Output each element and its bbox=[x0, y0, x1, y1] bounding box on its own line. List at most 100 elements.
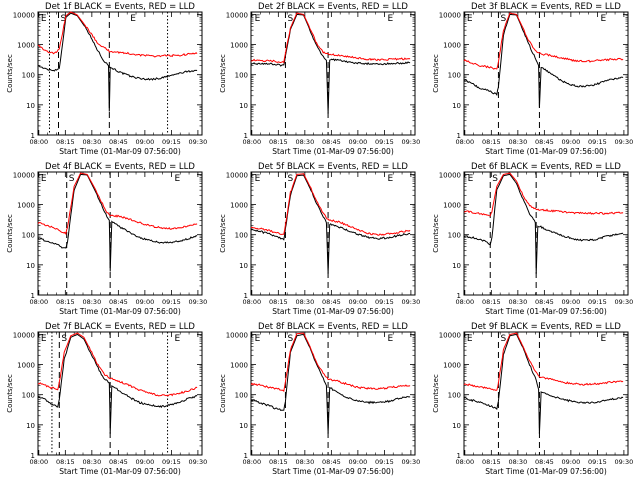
x-tick-label: 09:30 bbox=[615, 298, 634, 306]
x-axis-label: Start Time (01-Mar-09 07:56:00) bbox=[485, 467, 607, 476]
x-tick-label: 08:00 bbox=[29, 298, 48, 306]
x-tick-label: 08:30 bbox=[508, 298, 527, 306]
events-series-line bbox=[38, 333, 198, 434]
x-tick-label: 09:15 bbox=[162, 458, 181, 466]
x-tick-label: 09:00 bbox=[136, 298, 155, 306]
interval-marker-label: S bbox=[61, 14, 67, 24]
interval-marker-label: E bbox=[174, 334, 180, 344]
interval-marker-label: E bbox=[255, 174, 261, 184]
interval-marker-label: E bbox=[600, 174, 606, 184]
plot-frame bbox=[463, 331, 629, 456]
x-tick-label: 08:15 bbox=[482, 458, 501, 466]
y-tick-label: 100 bbox=[22, 392, 35, 400]
y-tick-label: 100 bbox=[22, 232, 35, 240]
x-tick-label: 08:30 bbox=[82, 138, 101, 146]
x-tick-label: 09:30 bbox=[615, 138, 634, 146]
x-tick-label: 09:00 bbox=[562, 458, 581, 466]
y-tick-label: 10000 bbox=[13, 331, 35, 339]
chart-panel: Det 9f BLACK = Events, RED = LLD 1 10 100 10… bbox=[432, 322, 633, 476]
x-tick-label: 08:15 bbox=[269, 458, 288, 466]
chart-panel: Det 4f BLACK = Events, RED = LLD 1 10 100 10… bbox=[6, 162, 207, 316]
x-tick-label: 08:00 bbox=[455, 298, 474, 306]
plot-frame bbox=[37, 11, 203, 136]
x-axis-label: Start Time (01-Mar-09 07:56:00) bbox=[59, 467, 181, 476]
chart-panel: Det 7f BLACK = Events, RED = LLD 1 10 100 10… bbox=[6, 322, 207, 476]
y-tick-label: 1 bbox=[244, 132, 248, 140]
x-tick-label: 09:15 bbox=[375, 298, 394, 306]
y-tick-label: 1 bbox=[457, 292, 461, 300]
x-tick-label: 08:45 bbox=[322, 138, 341, 146]
interval-marker-label: S bbox=[287, 174, 293, 184]
x-tick-label: 08:30 bbox=[295, 138, 314, 146]
x-tick-label: 08:45 bbox=[109, 138, 128, 146]
y-tick-label: 10000 bbox=[226, 11, 248, 19]
chart-title: Det 7f BLACK = Events, RED = LLD bbox=[45, 322, 195, 332]
y-tick-label: 10000 bbox=[226, 331, 248, 339]
x-tick-label: 09:00 bbox=[349, 458, 368, 466]
plot-frame bbox=[250, 11, 416, 136]
y-tick-label: 10 bbox=[452, 262, 461, 270]
x-tick-label: 09:15 bbox=[162, 298, 181, 306]
interval-marker-label: E bbox=[467, 334, 473, 344]
x-tick-label: 08:15 bbox=[56, 458, 75, 466]
x-tick-label: 08:45 bbox=[322, 298, 341, 306]
interval-marker-label: E bbox=[41, 14, 47, 24]
chart-title: Det 6f BLACK = Events, RED = LLD bbox=[471, 162, 621, 172]
y-tick-label: 100 bbox=[235, 232, 248, 240]
interval-marker-label: S bbox=[287, 14, 293, 24]
x-tick-label: 09:00 bbox=[136, 458, 155, 466]
x-tick-label: 08:00 bbox=[29, 458, 48, 466]
y-tick-label: 1000 bbox=[17, 362, 35, 370]
y-axis-label: Counts/sec bbox=[432, 54, 440, 93]
x-tick-label: 09:00 bbox=[349, 298, 368, 306]
y-tick-label: 10 bbox=[26, 102, 35, 110]
lld-series-line bbox=[37, 332, 198, 397]
x-tick-label: 09:15 bbox=[588, 458, 607, 466]
x-tick-label: 08:30 bbox=[82, 458, 101, 466]
x-tick-label: 09:30 bbox=[615, 458, 634, 466]
plot-frame bbox=[463, 11, 629, 136]
interval-marker-label: E bbox=[387, 334, 393, 344]
x-tick-label: 08:45 bbox=[535, 138, 554, 146]
y-tick-label: 10 bbox=[452, 102, 461, 110]
plot-frame bbox=[250, 331, 416, 456]
y-tick-label: 10 bbox=[239, 422, 248, 430]
events-series-line bbox=[37, 12, 198, 112]
events-series-line bbox=[463, 333, 624, 434]
lld-series-line bbox=[463, 12, 624, 70]
chart-title: Det 5f BLACK = Events, RED = LLD bbox=[258, 162, 408, 172]
x-tick-label: 08:15 bbox=[56, 138, 75, 146]
chart-panel: Det 1f BLACK = Events, RED = LLD 1 10 100 10… bbox=[6, 2, 207, 156]
y-tick-label: 100 bbox=[448, 72, 461, 80]
x-tick-label: 08:30 bbox=[295, 458, 314, 466]
x-axis-label: Start Time (01-Mar-09 07:56:00) bbox=[272, 467, 394, 476]
y-tick-label: 1 bbox=[244, 452, 248, 460]
y-tick-label: 100 bbox=[448, 392, 461, 400]
y-tick-label: 10000 bbox=[13, 171, 35, 179]
x-tick-label: 09:30 bbox=[189, 138, 208, 146]
y-tick-label: 1 bbox=[31, 452, 35, 460]
x-tick-label: 08:45 bbox=[109, 298, 128, 306]
y-tick-label: 1 bbox=[31, 292, 35, 300]
y-tick-label: 1000 bbox=[230, 42, 248, 50]
x-axis-label: Start Time (01-Mar-09 07:56:00) bbox=[59, 307, 181, 316]
y-tick-label: 1000 bbox=[17, 42, 35, 50]
plot-frame bbox=[37, 171, 203, 296]
x-axis-label: Start Time (01-Mar-09 07:56:00) bbox=[485, 147, 607, 156]
y-tick-label: 1000 bbox=[443, 202, 461, 210]
y-axis-label: Counts/sec bbox=[6, 54, 14, 93]
x-tick-label: 08:15 bbox=[56, 298, 75, 306]
interval-marker-label: E bbox=[255, 14, 261, 24]
x-tick-label: 08:45 bbox=[535, 298, 554, 306]
events-series-line bbox=[464, 13, 624, 108]
x-tick-label: 08:00 bbox=[29, 138, 48, 146]
x-tick-label: 08:15 bbox=[482, 138, 501, 146]
interval-marker-label: E bbox=[255, 334, 261, 344]
x-tick-label: 08:30 bbox=[508, 458, 527, 466]
x-tick-label: 08:30 bbox=[82, 298, 101, 306]
events-series-line bbox=[250, 174, 411, 274]
events-series-line bbox=[250, 13, 411, 114]
chart-title: Det 4f BLACK = Events, RED = LLD bbox=[45, 162, 195, 172]
x-tick-label: 08:00 bbox=[242, 458, 261, 466]
lld-series-line bbox=[463, 332, 624, 391]
